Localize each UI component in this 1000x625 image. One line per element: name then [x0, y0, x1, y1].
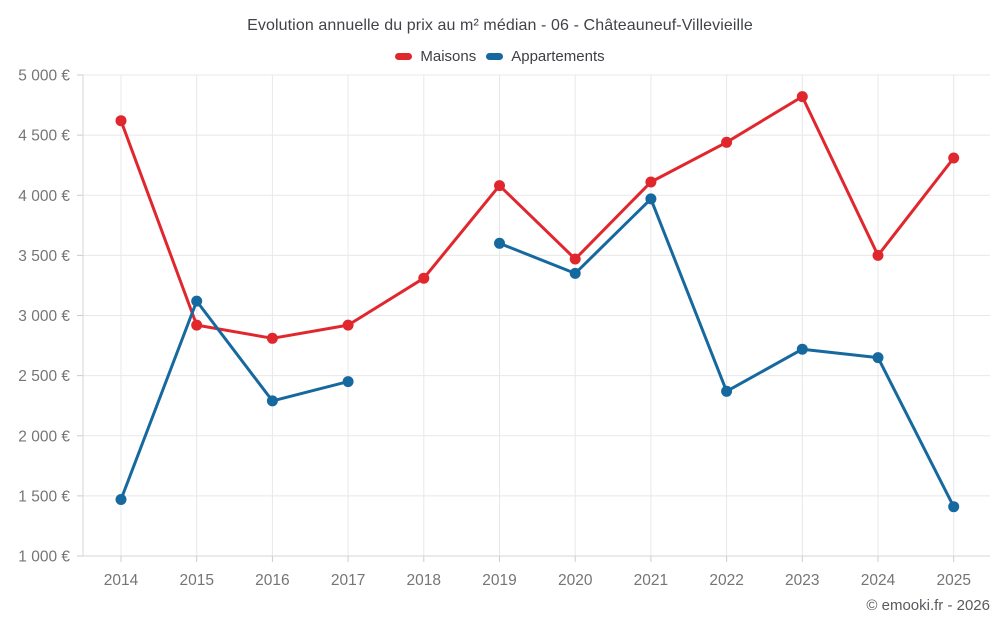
x-tick-label: 2024: [861, 572, 896, 589]
x-tick-label: 2021: [634, 572, 668, 589]
point-appartements-2019[interactable]: [494, 237, 505, 249]
y-tick-label: 4 000 €: [18, 188, 70, 205]
x-tick-label: 2020: [558, 572, 593, 589]
point-appartements-2014[interactable]: [115, 494, 127, 505]
line-appartements: [119, 197, 956, 509]
point-appartements-2016[interactable]: [266, 395, 278, 407]
y-tick-label: 2 500 €: [18, 368, 70, 385]
point-maisons-2022[interactable]: [721, 136, 733, 148]
appartements-color-swatch: [486, 53, 504, 60]
chart-title: Evolution annuelle du prix au m² médian …: [247, 17, 753, 34]
chart-legend: Maisons Appartements: [0, 48, 1000, 65]
point-appartements-2024[interactable]: [872, 352, 884, 364]
point-appartements-2017[interactable]: [342, 376, 354, 388]
copyright-credit: © emooki.fr - 2026: [866, 597, 990, 614]
point-maisons-2017[interactable]: [342, 319, 354, 331]
point-maisons-2020[interactable]: [569, 253, 581, 265]
maisons-color-swatch: [395, 53, 413, 60]
x-tick-label: 2016: [255, 572, 289, 589]
x-tick-label: 2018: [407, 572, 441, 589]
y-tick-label: 2 000 €: [18, 428, 70, 445]
x-tick-label: 2023: [785, 572, 819, 589]
y-tick-label: 4 500 €: [18, 128, 70, 145]
point-maisons-2019[interactable]: [494, 180, 505, 192]
legend-label-appartements: Appartements: [511, 48, 605, 65]
legend-item-appartements[interactable]: Appartements: [486, 48, 605, 65]
x-tick-label: 2014: [104, 572, 139, 589]
point-maisons-2015[interactable]: [191, 319, 203, 331]
point-appartements-2021[interactable]: [645, 193, 657, 205]
x-tick-label: 2025: [936, 572, 970, 589]
point-maisons-2025[interactable]: [948, 152, 960, 164]
x-tick-label: 2022: [709, 572, 743, 589]
point-appartements-2025[interactable]: [948, 501, 960, 513]
point-appartements-2023[interactable]: [796, 343, 808, 355]
point-maisons-2024[interactable]: [872, 249, 884, 261]
y-tick-label: 5 000 €: [18, 68, 70, 85]
point-appartements-2015[interactable]: [191, 295, 203, 307]
point-maisons-2014[interactable]: [115, 115, 127, 127]
point-maisons-2018[interactable]: [418, 272, 430, 284]
y-tick-label: 1 500 €: [18, 488, 70, 505]
point-appartements-2020[interactable]: [569, 267, 581, 279]
point-maisons-2016[interactable]: [266, 332, 278, 344]
point-maisons-2021[interactable]: [645, 176, 657, 188]
line-maisons: [119, 95, 956, 340]
x-tick-label: 2017: [331, 572, 365, 589]
y-tick-label: 3 500 €: [18, 248, 70, 265]
point-appartements-2022[interactable]: [721, 385, 733, 397]
x-tick-label: 2019: [482, 572, 516, 589]
y-tick-label: 1 000 €: [18, 549, 70, 566]
legend-label-maisons: Maisons: [420, 48, 477, 65]
y-tick-label: 3 000 €: [18, 308, 70, 325]
legend-item-maisons[interactable]: Maisons: [395, 48, 476, 65]
point-maisons-2023[interactable]: [796, 91, 808, 103]
x-tick-label: 2015: [179, 572, 213, 589]
